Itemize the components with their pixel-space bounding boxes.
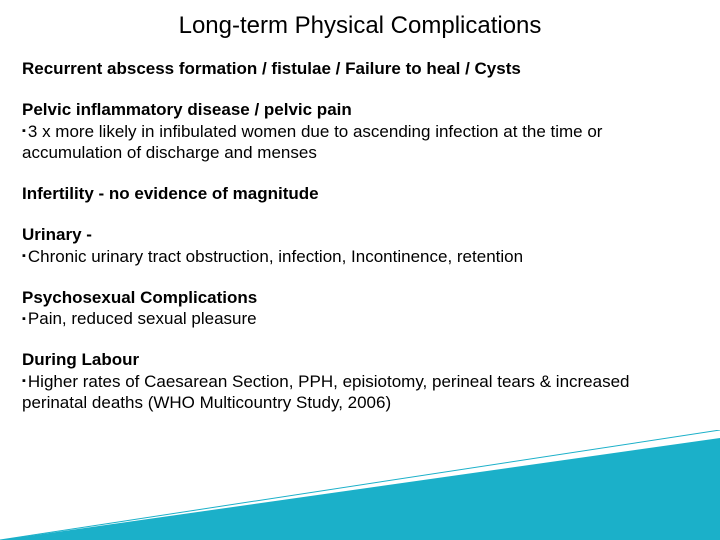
square-bullet-icon: ▪ — [22, 313, 26, 327]
square-bullet-icon: ▪ — [22, 375, 26, 389]
bullet-item: ▪3 x more likely in infibulated women du… — [22, 121, 698, 164]
section-heading: During Labour — [22, 349, 698, 370]
slide-content: Recurrent abscess formation / fistulae /… — [0, 58, 720, 413]
section-heading: Urinary - — [22, 224, 698, 245]
bullet-text: Pain, reduced sexual pleasure — [28, 309, 257, 328]
decorative-triangle — [0, 430, 720, 540]
bullet-text: 3 x more likely in infibulated women due… — [22, 122, 602, 162]
section-heading: Psychosexual Complications — [22, 287, 698, 308]
section-heading: Infertility - no evidence of magnitude — [22, 183, 698, 204]
section-heading: Recurrent abscess formation / fistulae /… — [22, 58, 698, 79]
bullet-item: ▪Pain, reduced sexual pleasure — [22, 308, 698, 329]
bullet-item: ▪Higher rates of Caesarean Section, PPH,… — [22, 371, 698, 414]
slide-title: Long-term Physical Complications — [0, 0, 720, 50]
bullet-text: Higher rates of Caesarean Section, PPH, … — [22, 372, 630, 412]
square-bullet-icon: ▪ — [22, 125, 26, 139]
square-bullet-icon: ▪ — [22, 250, 26, 264]
bullet-item: ▪Chronic urinary tract obstruction, infe… — [22, 246, 698, 267]
section-heading: Pelvic inflammatory disease / pelvic pai… — [22, 99, 698, 120]
bullet-text: Chronic urinary tract obstruction, infec… — [28, 247, 523, 266]
